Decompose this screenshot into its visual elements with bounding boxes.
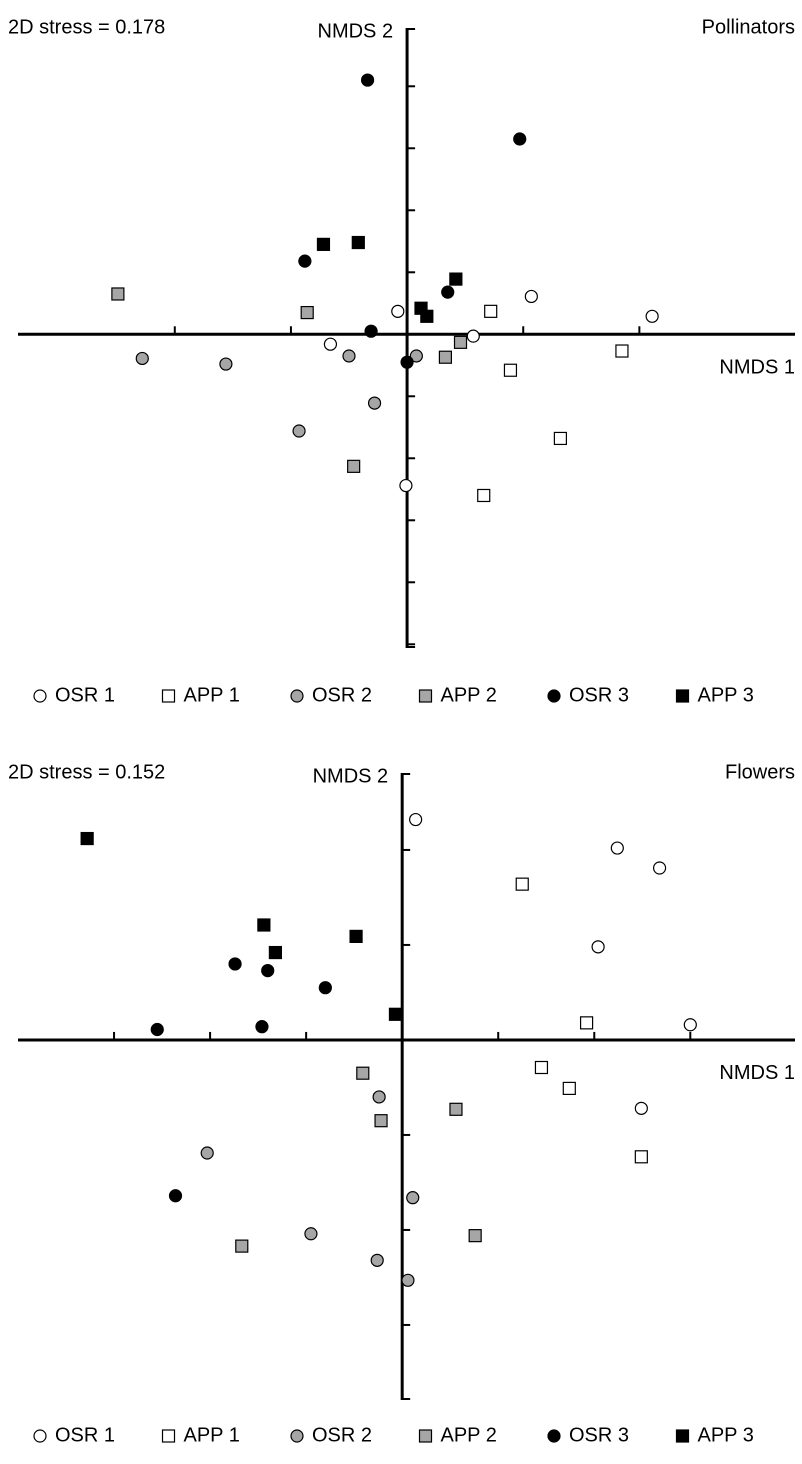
marker-square xyxy=(562,1081,576,1096)
legend-label: APP 2 xyxy=(441,1424,497,1446)
marker-circle xyxy=(200,1146,214,1160)
marker-square xyxy=(503,363,518,377)
marker-square xyxy=(468,1229,482,1243)
marker-circle xyxy=(547,1429,561,1443)
legend-label: APP 3 xyxy=(698,1424,754,1446)
marker-square xyxy=(418,689,433,703)
legend-label: OSR 2 xyxy=(312,1424,372,1446)
marker-circle xyxy=(634,1101,648,1115)
legend-label: APP 1 xyxy=(184,684,240,706)
marker-square xyxy=(449,1102,463,1116)
marker-square xyxy=(349,929,363,944)
marker-circle xyxy=(360,73,375,87)
annotation: 2D stress = 0.152 xyxy=(8,761,165,783)
marker-circle xyxy=(261,963,275,978)
marker-circle xyxy=(372,1090,386,1104)
marker-circle xyxy=(370,1253,384,1267)
marker-square xyxy=(420,309,434,323)
marker-square xyxy=(675,689,690,703)
marker-square xyxy=(388,1007,403,1021)
marker-square xyxy=(257,918,271,932)
marker-square xyxy=(634,1150,648,1164)
chart-title: Flowers xyxy=(725,761,795,783)
marker-square xyxy=(477,488,491,503)
marker-circle xyxy=(645,309,659,323)
marker-circle xyxy=(342,349,356,363)
chart-title: Pollinators xyxy=(702,16,795,38)
marker-circle xyxy=(290,1429,304,1443)
marker-circle xyxy=(652,861,667,875)
marker-circle xyxy=(135,351,149,366)
marker-square xyxy=(235,1239,249,1253)
marker-circle xyxy=(304,1227,318,1241)
marker-square xyxy=(80,831,94,846)
marker-square xyxy=(449,272,463,286)
marker-square xyxy=(161,689,176,703)
marker-circle xyxy=(409,349,423,363)
marker-circle xyxy=(399,478,413,493)
marker-circle xyxy=(683,1018,697,1032)
legend-label: OSR 3 xyxy=(569,684,629,706)
marker-circle xyxy=(255,1020,269,1034)
marker-circle xyxy=(406,1191,420,1205)
legend-label: APP 1 xyxy=(184,1424,240,1446)
marker-circle xyxy=(292,424,306,438)
legend-label: APP 3 xyxy=(698,684,754,706)
marker-circle xyxy=(33,689,47,703)
marker-square xyxy=(374,1114,388,1128)
marker-square xyxy=(515,877,529,891)
legend-label: OSR 1 xyxy=(55,1424,115,1446)
marker-square xyxy=(534,1060,549,1075)
y-axis-label: NMDS 2 xyxy=(313,765,389,787)
marker-circle xyxy=(290,689,304,703)
marker-circle xyxy=(219,357,233,371)
marker-square xyxy=(484,304,498,318)
marker-circle xyxy=(323,337,338,351)
marker-circle xyxy=(33,1429,47,1443)
marker-circle xyxy=(409,812,423,827)
marker-square xyxy=(553,431,567,446)
marker-square xyxy=(351,235,365,250)
marker-square xyxy=(615,344,629,358)
marker-circle xyxy=(150,1022,164,1037)
marker-square xyxy=(111,287,125,301)
legend-label: OSR 1 xyxy=(55,684,115,706)
y-axis-label: NMDS 2 xyxy=(318,20,394,42)
marker-square xyxy=(579,1016,594,1030)
marker-square xyxy=(675,1429,690,1443)
marker-square xyxy=(356,1066,370,1080)
marker-circle xyxy=(466,329,480,343)
marker-circle xyxy=(441,285,455,299)
marker-square xyxy=(453,335,468,349)
marker-circle xyxy=(610,841,624,855)
marker-circle xyxy=(228,957,242,971)
marker-square xyxy=(161,1429,176,1443)
marker-circle xyxy=(364,324,378,338)
marker-square xyxy=(268,945,282,960)
marker-circle xyxy=(318,981,332,995)
annotation: 2D stress = 0.178 xyxy=(8,16,165,38)
marker-square xyxy=(316,237,331,251)
marker-circle xyxy=(591,940,605,954)
x-axis-label: NMDS 1 xyxy=(719,1062,795,1084)
legend-label: APP 2 xyxy=(441,684,497,706)
marker-circle xyxy=(547,689,561,703)
marker-square xyxy=(347,459,361,473)
marker-square xyxy=(438,350,453,364)
marker-circle xyxy=(298,254,312,268)
legend-label: OSR 3 xyxy=(569,1424,629,1446)
marker-circle xyxy=(168,1189,183,1203)
marker-circle xyxy=(524,289,538,304)
marker-circle xyxy=(401,1273,415,1287)
marker-circle xyxy=(367,396,382,410)
marker-square xyxy=(300,305,314,320)
marker-circle xyxy=(400,355,414,369)
marker-circle xyxy=(391,304,405,318)
x-axis-label: NMDS 1 xyxy=(719,357,795,379)
marker-circle xyxy=(513,132,527,146)
marker-square xyxy=(418,1429,433,1443)
legend-label: OSR 2 xyxy=(312,684,372,706)
